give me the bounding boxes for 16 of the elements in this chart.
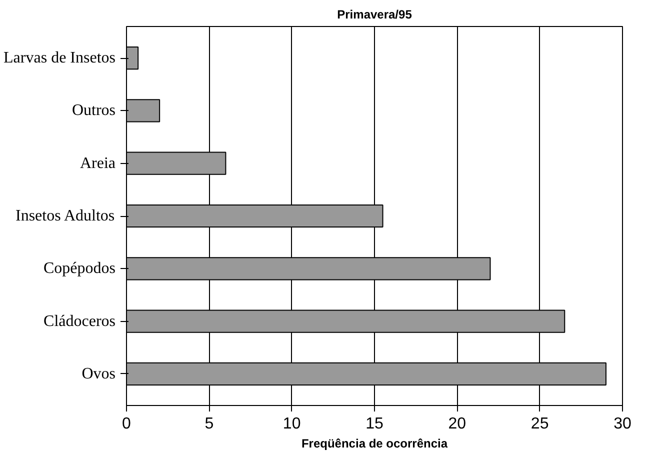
y-tick-label: Ovos [82,365,116,382]
y-tick-label: Cládoceros [44,312,116,330]
x-tick-label: 20 [448,416,466,432]
y-tick-label: Areia [80,154,116,172]
x-tick-label: 5 [204,416,214,432]
x-tick-label: 30 [614,416,632,432]
y-tick-label: Outros [72,102,116,120]
x-tick-label: 25 [530,416,549,432]
y-tick-label: Copépodos [44,260,116,278]
x-tick-label: 15 [366,416,384,432]
x-tick-label: 0 [122,416,132,432]
y-tick-label: Insetos Adultos [16,208,115,224]
x-axis-title: Freqüência de ocorrência [301,436,448,450]
x-tick-label: 10 [282,416,301,432]
y-tick-label: Larvas de Insetos [4,50,116,67]
chart-title: Primavera/95 [337,8,412,22]
